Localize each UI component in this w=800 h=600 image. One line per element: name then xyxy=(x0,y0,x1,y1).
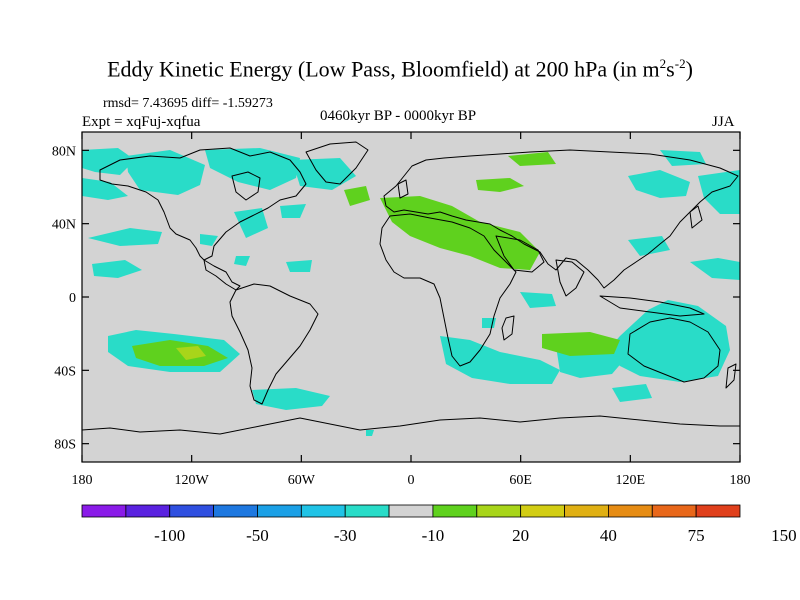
colorbar-swatch xyxy=(300,504,346,518)
negative-anomaly-patches xyxy=(82,148,740,436)
coast-india xyxy=(555,259,585,297)
lat-tick-label: 80S xyxy=(54,438,76,453)
colorbar-label: 20 xyxy=(512,526,529,545)
latitude-axis: 80N 40N 0 40S 80S xyxy=(52,144,740,453)
colorbar-swatch xyxy=(432,504,478,518)
colorbar-swatch xyxy=(257,504,302,518)
colorbar-label: 150 xyxy=(771,526,797,545)
lon-tick-label: 60E xyxy=(509,473,532,488)
colorbar: -100 -50 -30 -10 20 40 75 150 xyxy=(81,504,797,545)
lon-tick-label: 180 xyxy=(72,473,93,488)
coast-central-america xyxy=(203,259,241,291)
coast-arabia xyxy=(495,235,545,273)
coast-new-zealand xyxy=(725,363,737,389)
anomaly-patches xyxy=(82,148,740,436)
coast-madagascar xyxy=(501,315,515,341)
coast-south-america xyxy=(229,283,319,405)
colorbar-label: -50 xyxy=(246,526,269,545)
period-label: 0460kyr BP - 0000kyr BP xyxy=(320,108,477,124)
colorbar-swatch xyxy=(344,504,390,518)
colorbar-swatch xyxy=(476,504,522,518)
coast-uk xyxy=(397,179,409,199)
colorbar-label: 40 xyxy=(600,526,617,545)
lat-tick-label: 0 xyxy=(69,291,76,306)
coastlines xyxy=(82,141,740,435)
lon-tick-label: 120W xyxy=(175,473,210,488)
colorbar-swatch xyxy=(695,504,741,518)
lon-tick-label: 0 xyxy=(408,473,415,488)
colorbar-swatch xyxy=(125,504,171,518)
coast-indonesia xyxy=(599,295,705,317)
colorbar-swatch xyxy=(169,504,215,518)
colorbar-swatch xyxy=(564,504,609,518)
colorbar-label: -30 xyxy=(334,526,357,545)
lon-tick-label: 120E xyxy=(616,473,646,488)
colorbar-swatch xyxy=(388,504,434,518)
coast-australia xyxy=(627,317,721,383)
colorbar-swatch xyxy=(81,504,127,518)
colorbar-label: -10 xyxy=(422,526,445,545)
colorbar-label: 75 xyxy=(688,526,705,545)
experiment-label: Expt = xqFuj-xqfua xyxy=(82,114,201,130)
colorbar-swatch xyxy=(520,504,565,518)
lat-tick-label: 80N xyxy=(52,144,76,159)
coast-eurasia xyxy=(383,149,739,289)
lat-tick-label: 40S xyxy=(54,364,76,379)
coast-africa xyxy=(379,213,517,367)
coast-hudson-bay xyxy=(231,171,261,201)
coast-greenland xyxy=(305,141,369,185)
colorbar-swatch xyxy=(213,504,258,518)
coast-japan xyxy=(689,205,703,229)
stats-text: rmsd= 7.43695 diff= -1.59273 xyxy=(103,96,273,111)
season-label: JJA xyxy=(712,114,735,130)
colorbar-swatch xyxy=(608,504,653,518)
plot-title: Eddy Kinetic Energy (Low Pass, Bloomfiel… xyxy=(107,56,693,82)
colorbar-label: -100 xyxy=(154,526,185,545)
lon-tick-label: 60W xyxy=(288,473,316,488)
coast-north-america xyxy=(99,147,307,261)
colorbar-swatch xyxy=(651,504,697,518)
longitude-axis: 180 120W 60W 0 60E 120E 180 xyxy=(72,132,751,488)
lat-tick-label: 40N xyxy=(52,218,76,233)
lon-tick-label: 180 xyxy=(730,473,751,488)
coast-antarctica xyxy=(82,415,740,435)
strong-positive-core xyxy=(176,346,206,360)
positive-anomaly-patches xyxy=(132,152,620,366)
